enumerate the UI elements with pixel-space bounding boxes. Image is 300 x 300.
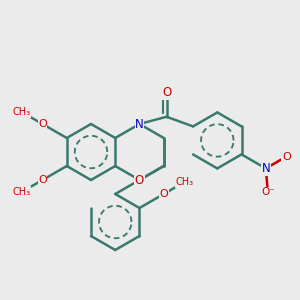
- Text: O: O: [159, 189, 168, 199]
- Text: O: O: [38, 119, 47, 129]
- Text: N: N: [261, 162, 270, 175]
- Text: O⁻: O⁻: [261, 187, 275, 197]
- Text: N: N: [135, 118, 144, 130]
- Text: O: O: [135, 173, 144, 187]
- Text: CH₃: CH₃: [13, 187, 31, 197]
- Text: O: O: [162, 86, 171, 100]
- Text: O: O: [282, 152, 291, 161]
- Text: CH₃: CH₃: [13, 107, 31, 117]
- Text: CH₃: CH₃: [175, 177, 194, 187]
- Text: O: O: [38, 175, 47, 185]
